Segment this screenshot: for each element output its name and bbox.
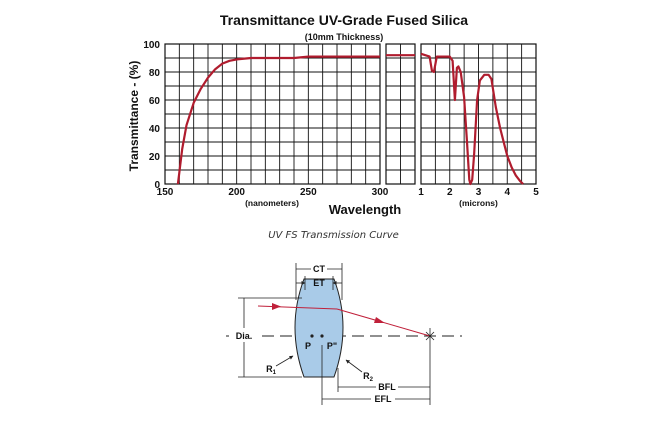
series-line-ir (420, 52, 524, 186)
r2-leader (345, 359, 363, 373)
y-tick-label: 40 (149, 124, 161, 135)
bfl-label: BFL (378, 382, 396, 392)
y-tick-label: 100 (143, 40, 160, 51)
panel-uv: 150 200 250 300 (nanometers) (157, 43, 389, 208)
unit-label-uv: (nanometers) (245, 198, 299, 208)
efl-label-bg (371, 393, 395, 404)
y-tick-label: 60 (149, 96, 161, 107)
panel-visible (385, 43, 416, 185)
x-tick-label: 2 (447, 187, 453, 198)
efl-label: EFL (375, 394, 393, 404)
x-tick-label: 150 (157, 187, 174, 198)
incoming-ray-arrow (272, 303, 281, 310)
panel-frame (164, 43, 381, 185)
x-tick-label: 3 (476, 187, 482, 198)
panel-frame (385, 43, 416, 185)
panel-frame (420, 43, 537, 185)
y-tick-label: 0 (154, 180, 160, 191)
principal-point-p-marker (310, 334, 314, 338)
series-line-uv (176, 55, 380, 185)
focal-point-mark-b (425, 331, 435, 341)
transmittance-chart: Transmittance UV-Grade Fused Silica (10m… (127, 12, 539, 217)
x-axis-label: Wavelength (329, 202, 402, 217)
ct-label: CT (313, 264, 325, 274)
x-tick-label: 1 (418, 187, 424, 198)
x-tick-label: 300 (372, 187, 389, 198)
r2-label: R2 (363, 371, 374, 383)
chart-title: Transmittance UV-Grade Fused Silica (220, 12, 468, 28)
figure-caption: UV FS Transmission Curve (268, 230, 399, 241)
panel-ir: 1 2 3 4 5 (microns) (418, 43, 539, 208)
y-tick-label: 20 (149, 152, 161, 163)
unit-label-ir: (microns) (459, 198, 498, 208)
y-tick-label: 80 (149, 68, 161, 79)
y-axis-label: Transmittance - (%) (127, 61, 141, 172)
bfl-label-bg (376, 381, 398, 392)
principal-point-p-prime-label: P" (327, 341, 337, 351)
principal-point-p-label: P (305, 341, 311, 351)
ct-label-bg (311, 263, 327, 274)
r1-leader (275, 355, 294, 367)
y-tick-labels: 0 20 40 60 80 100 (143, 40, 160, 191)
dia-label-bg (229, 328, 259, 342)
lens-body (294, 278, 344, 378)
x-tick-label: 5 (533, 187, 539, 198)
dia-label: Dia. (236, 331, 253, 341)
incoming-ray (257, 305, 338, 310)
x-tick-label: 250 (300, 187, 317, 198)
refracted-ray-arrow (374, 317, 385, 323)
principal-point-p-prime-marker (320, 334, 324, 338)
x-tick-label: 200 (228, 187, 245, 198)
x-tick-label: 4 (504, 187, 510, 198)
et-label: ET (313, 278, 325, 288)
chart-subtitle: (10mm Thickness) (305, 32, 384, 42)
r1-label: R1 (266, 364, 277, 376)
